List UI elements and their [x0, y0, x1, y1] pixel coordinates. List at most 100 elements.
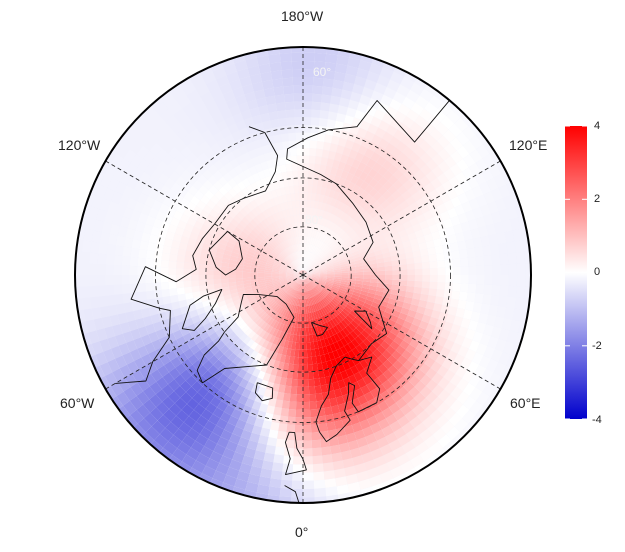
anomaly-cell [223, 162, 234, 173]
anomaly-cell [274, 94, 285, 104]
anomaly-cell [287, 125, 296, 134]
anomaly-cell [421, 287, 430, 295]
anomaly-cell [393, 322, 403, 331]
anomaly-cell [290, 215, 295, 224]
anomaly-cell [252, 325, 261, 334]
anomaly-cell [257, 281, 266, 285]
meridian-line [80, 146, 304, 276]
anomaly-cell [246, 99, 259, 110]
anomaly-cell [286, 310, 292, 319]
anomaly-cell [279, 273, 287, 275]
anomaly-cell [155, 346, 167, 358]
anomaly-cell [295, 305, 299, 313]
anomaly-cell [418, 299, 428, 308]
anomaly-cell [239, 247, 248, 254]
anomaly-cell [290, 281, 297, 287]
anomaly-cell [163, 238, 173, 247]
anomaly-cell [419, 448, 434, 462]
anomaly-cell [492, 264, 501, 275]
anomaly-cell [292, 253, 297, 260]
anomaly-cell [322, 245, 329, 252]
anomaly-cell [225, 440, 238, 452]
anomaly-cell [384, 336, 394, 346]
anomaly-cell [292, 178, 299, 186]
anomaly-cell [396, 331, 407, 341]
anomaly-cell [260, 363, 269, 373]
anomaly-cell [141, 67, 158, 83]
anomaly-cell [345, 216, 354, 225]
anomaly-cell [225, 201, 235, 211]
anomaly-cell [293, 229, 297, 238]
anomaly-cell [378, 319, 388, 328]
anomaly-cell [216, 418, 228, 430]
anomaly-cell [398, 365, 409, 376]
anomaly-cell [333, 333, 341, 342]
anomaly-cell [486, 314, 497, 327]
anomaly-cell [278, 36, 291, 45]
anomaly-cell [370, 151, 381, 162]
anomaly-cell [434, 245, 444, 254]
anomaly-cell [472, 331, 484, 343]
anomaly-cell [186, 364, 198, 376]
anomaly-cell [399, 269, 408, 275]
anomaly-cell [297, 284, 300, 291]
anomaly-cell [265, 281, 273, 285]
anomaly-cell [351, 117, 363, 128]
anomaly-cell [446, 426, 461, 441]
anomaly-cell [156, 236, 166, 246]
anomaly-cell [380, 443, 393, 456]
anomaly-cell [333, 269, 342, 272]
anomaly-cell [390, 71, 404, 85]
anomaly-cell [138, 171, 151, 185]
anomaly-cell [460, 221, 471, 233]
anomaly-cell [183, 280, 192, 288]
anomaly-cell [179, 342, 190, 353]
anomaly-cell [321, 315, 328, 324]
anomaly-cell [303, 306, 305, 314]
anomaly-cell [526, 349, 531, 364]
anomaly-cell [237, 24, 252, 36]
anomaly-cell [291, 282, 297, 289]
anomaly-cell [409, 201, 420, 212]
anomaly-cell [162, 296, 172, 305]
anomaly-cell [337, 201, 345, 211]
anomaly-cell [230, 292, 239, 299]
anomaly-cell [261, 339, 269, 349]
anomaly-cell [458, 249, 468, 259]
anomaly-cell [284, 447, 294, 457]
anomaly-cell [443, 199, 455, 211]
anomaly-cell [148, 207, 159, 219]
anomaly-cell [258, 203, 266, 213]
anomaly-cell [452, 282, 461, 292]
anomaly-cell [243, 283, 252, 288]
anomaly-cell [245, 481, 259, 493]
anomaly-cell [319, 267, 327, 271]
anomaly-cell [345, 156, 355, 166]
anomaly-cell [420, 385, 432, 398]
anomaly-cell [266, 159, 274, 169]
anomaly-cell [202, 300, 211, 308]
anomaly-cell [217, 300, 227, 308]
anomaly-cell [58, 312, 69, 326]
anomaly-cell [409, 338, 420, 349]
anomaly-cell [307, 260, 312, 267]
anomaly-cell [396, 453, 410, 466]
anomaly-cell [257, 270, 265, 273]
anomaly-cell [335, 168, 344, 178]
anomaly-cell [283, 259, 290, 266]
anomaly-cell [341, 275, 349, 278]
anomaly-cell [342, 179, 351, 189]
anomaly-cell [535, 183, 548, 198]
anomaly-cell [419, 428, 433, 442]
anomaly-cell [463, 230, 473, 241]
anomaly-cell [345, 315, 354, 323]
anomaly-cell [260, 161, 269, 171]
anomaly-cell [224, 511, 239, 523]
anomaly-cell [300, 222, 303, 230]
anomaly-cell [205, 232, 215, 241]
anomaly-cell [512, 308, 523, 322]
anomaly-cell [446, 350, 458, 362]
anomaly-cell [312, 273, 320, 275]
anomaly-cell [105, 284, 115, 296]
anomaly-cell [280, 265, 288, 269]
